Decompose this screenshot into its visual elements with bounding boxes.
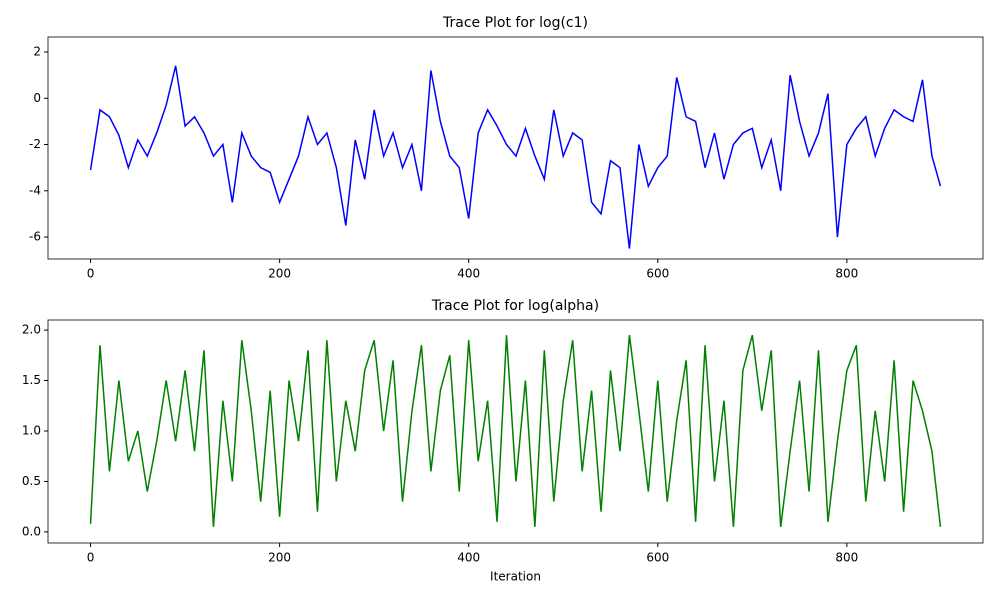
axes-title: Trace Plot for log(c1) <box>442 15 588 31</box>
x-tick-label: 800 <box>835 267 858 281</box>
y-tick-label: 2 <box>33 45 41 59</box>
x-tick-label: 200 <box>268 267 291 281</box>
y-tick-label: 0.5 <box>22 474 41 488</box>
y-tick-label: -2 <box>29 137 41 151</box>
x-tick-label: 600 <box>646 267 669 281</box>
x-tick-label: 400 <box>457 551 480 565</box>
x-tick-label: 800 <box>835 551 858 565</box>
x-tick-label: 200 <box>268 551 291 565</box>
x-axis-label: Iteration <box>490 570 541 584</box>
x-tick-label: 0 <box>87 551 95 565</box>
axes-frame <box>47 319 984 544</box>
y-tick-label: 2.0 <box>22 323 41 337</box>
y-tick-label: 0.0 <box>22 524 41 538</box>
y-tick-label: 0 <box>33 91 41 105</box>
x-tick-label: 0 <box>87 267 95 281</box>
x-tick-label: 400 <box>457 267 480 281</box>
trace-line <box>89 334 942 527</box>
axes-title: Trace Plot for log(alpha) <box>431 298 599 314</box>
y-tick-label: 1.5 <box>22 373 41 387</box>
y-tick-label: -4 <box>29 183 41 197</box>
trace-line <box>89 65 942 249</box>
axes-frame <box>47 36 984 260</box>
y-tick-label: -6 <box>29 230 41 244</box>
x-tick-label: 600 <box>646 551 669 565</box>
y-tick-label: 1.0 <box>22 423 41 437</box>
